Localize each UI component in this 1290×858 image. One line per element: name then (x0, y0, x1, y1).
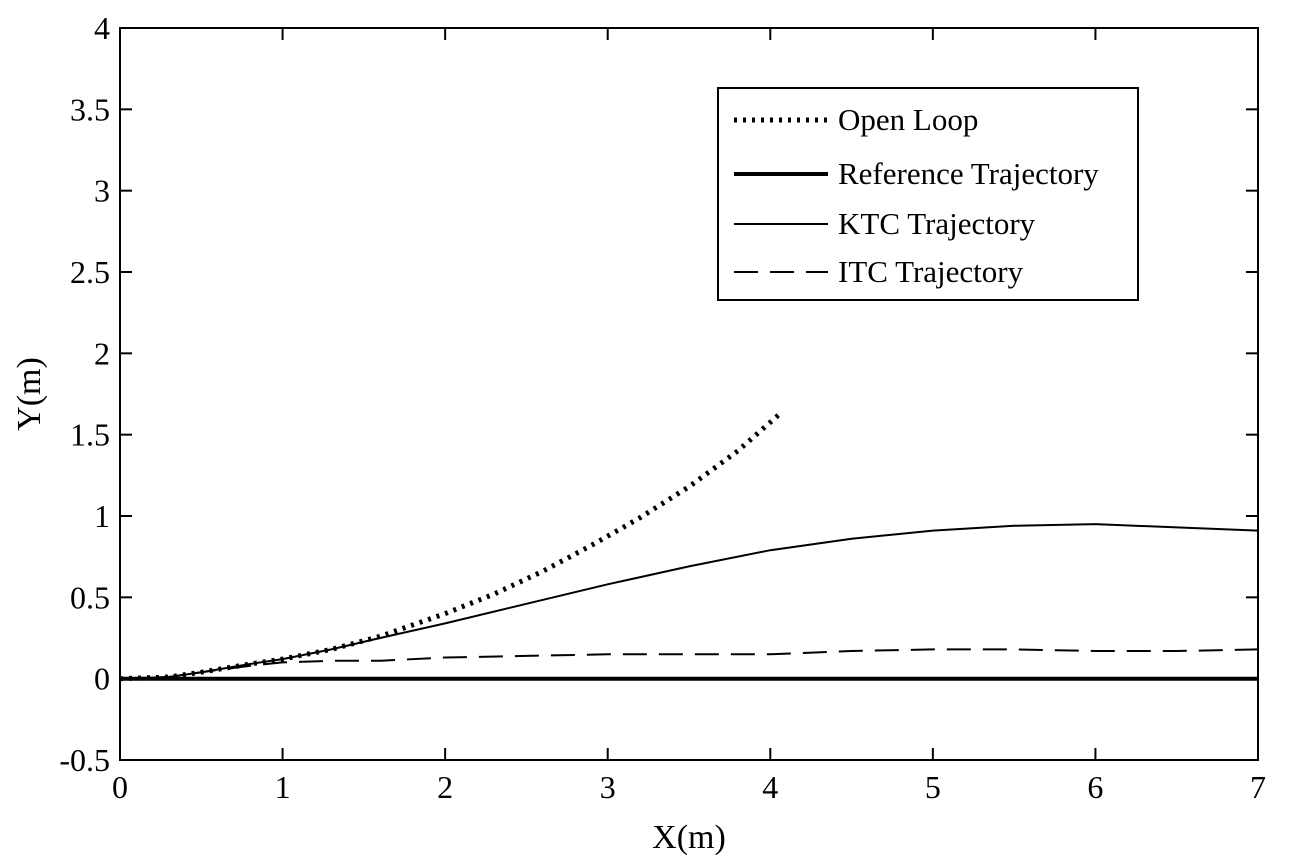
y-axis-label: Y(m) (11, 357, 48, 431)
series-line-ktc-trajectory (119, 523, 1259, 680)
x-tick-label: 4 (762, 769, 778, 805)
x-tick-label: 1 (275, 769, 291, 805)
legend-label-reference-trajectory: Reference Trajectory (838, 156, 1099, 191)
plot-frame (119, 27, 1259, 761)
legend-label-ktc-trajectory: KTC Trajectory (838, 206, 1036, 241)
x-tick-label: 0 (112, 769, 128, 805)
x-tick-label: 7 (1250, 769, 1266, 805)
x-tick-label: 3 (600, 769, 616, 805)
y-tick-label: 2 (94, 335, 110, 371)
series-line-itc-trajectory (119, 648, 1259, 680)
legend-entries: Open Loop Reference Trajectory KTC Traject… (734, 102, 1099, 289)
tick-layer: 0 1 2 3 4 5 6 7-0.500.511.522.533.54 (59, 10, 1266, 805)
x-tick-label: 5 (925, 769, 941, 805)
legend: Open Loop Reference Trajectory KTC Traject… (717, 87, 1139, 301)
legend-label-itc-trajectory: ITC Trajectory (838, 254, 1024, 289)
y-tick-label: 0.5 (70, 579, 110, 615)
y-tick-label: 1 (94, 498, 110, 534)
x-tick-label: 6 (1087, 769, 1103, 805)
y-tick-label: 1.5 (70, 417, 110, 453)
series-line-open-loop (119, 413, 781, 682)
y-tick-label: 3.5 (70, 91, 110, 127)
y-tick-label: 4 (94, 10, 110, 46)
legend-label-open-loop: Open Loop (838, 102, 978, 137)
legend-box (717, 87, 1139, 301)
series-layer (119, 413, 1259, 682)
y-tick-label: 3 (94, 173, 110, 209)
x-tick-label: 2 (437, 769, 453, 805)
x-axis-label: X(m) (652, 819, 726, 856)
y-tick-label: -0.5 (59, 742, 110, 778)
y-tick-label: 2.5 (70, 254, 110, 290)
y-tick-label: 0 (94, 661, 110, 697)
